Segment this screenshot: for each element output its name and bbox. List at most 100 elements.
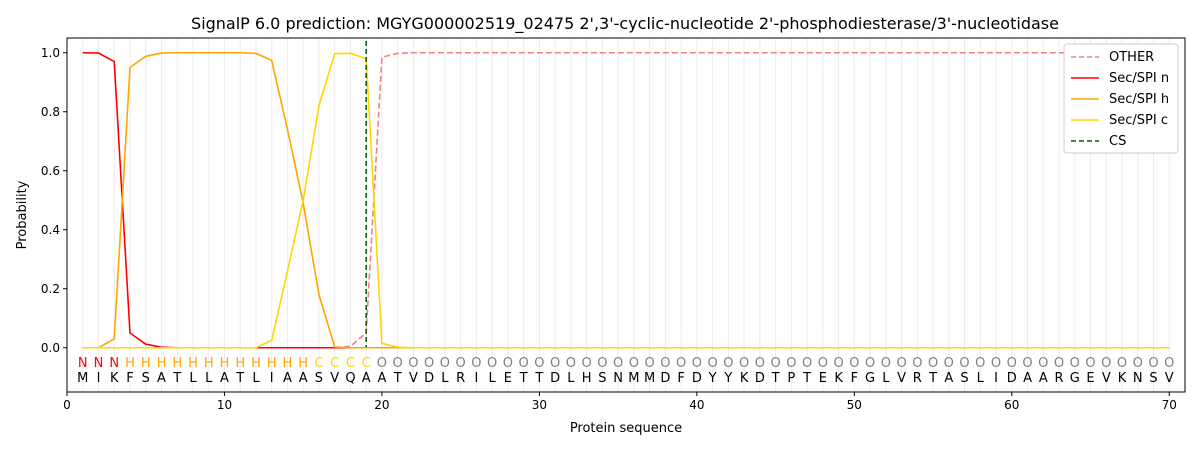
region-label: O [959,356,969,371]
x-tick-label: 70 [1162,398,1177,412]
region-label: H [251,356,261,371]
x-tick-label: 20 [374,398,389,412]
x-axis-label: Protein sequence [570,421,682,436]
x-tick-label: 0 [63,398,71,412]
region-label: O [440,356,450,371]
region-label: O [629,356,639,371]
region-label: O [1117,356,1127,371]
region-label: O [1101,356,1111,371]
y-tick-label: 0.0 [41,341,60,355]
series-line-sec-spi-h [82,51,1170,349]
region-label: H [188,356,198,371]
region-label: O [755,356,765,371]
region-label: O [818,356,828,371]
region-label: H [283,356,293,371]
region-label: H [220,356,230,371]
region-label: O [519,356,529,371]
region-label: O [534,356,544,371]
region-label: O [377,356,387,371]
region-label: O [676,356,686,371]
y-tick-label: 0.4 [41,223,60,237]
protein-sequence: MIKFSATLLATLIAASVQAATVDLRILETTDLHSNMMDFD… [77,371,1174,386]
region-label: C [362,356,371,371]
region-label: C [330,356,339,371]
legend-entry: Sec/SPI n [1109,71,1169,86]
region-label: O [1133,356,1143,371]
region-label: O [1070,356,1080,371]
y-tick-label: 0.6 [41,164,60,178]
region-label: O [471,356,481,371]
region-label: H [267,356,277,371]
region-label: O [1007,356,1017,371]
region-label: O [1164,356,1174,371]
region-label: H [235,356,245,371]
region-label: O [408,356,418,371]
region-label: O [739,356,749,371]
legend-entry: Sec/SPI h [1109,92,1169,107]
y-tick-label: 0.8 [41,105,60,119]
region-label: H [141,356,151,371]
region-label: O [613,356,623,371]
region-label: C [314,356,323,371]
region-label: N [109,356,119,371]
region-label: H [204,356,214,371]
region-label: O [881,356,891,371]
region-label: O [786,356,796,371]
region-label: N [78,356,88,371]
region-label: O [503,356,513,371]
region-label: O [487,356,497,371]
region-label: O [393,356,403,371]
region-label: O [975,356,985,371]
y-tick-label: 0.2 [41,282,60,296]
legend-entry: CS [1109,134,1126,149]
region-label: O [456,356,466,371]
y-tick-label: 1.0 [41,46,60,60]
y-axis-label: Probability [15,180,30,249]
plot-frame [66,37,1186,393]
region-label: O [1085,356,1095,371]
region-label: O [833,356,843,371]
region-label: O [896,356,906,371]
region-label: O [849,356,859,371]
chart-title: SignalP 6.0 prediction: MGYG000002519_02… [191,14,1059,34]
region-label: O [550,356,560,371]
region-label: O [1148,356,1158,371]
series-line-sec-spi-n [82,51,1170,349]
region-label: O [660,356,670,371]
series-line-sec-spi-c [82,52,1170,349]
x-tick-label: 40 [689,398,704,412]
region-label: O [424,356,434,371]
region-label: H [125,356,135,371]
region-label: C [346,356,355,371]
region-label: O [1038,356,1048,371]
region-label: H [298,356,308,371]
x-tick-label: 30 [532,398,547,412]
region-label: O [707,356,717,371]
legend-box [1063,43,1179,154]
region-label: O [645,356,655,371]
region-label: O [802,356,812,371]
region-label: O [597,356,607,371]
region-label: O [1054,356,1064,371]
region-label: O [991,356,1001,371]
region-label: O [692,356,702,371]
series-line-other [82,51,1170,349]
region-label: N [94,356,104,371]
region-label: O [582,356,592,371]
legend-entry: Sec/SPI c [1109,113,1168,128]
region-label: O [1022,356,1032,371]
region-label: H [157,356,167,371]
legend-entry: OTHER [1109,50,1154,65]
x-tick-label: 60 [1004,398,1019,412]
x-tick-label: 10 [217,398,232,412]
region-label: O [566,356,576,371]
region-label: O [912,356,922,371]
region-label: O [944,356,954,371]
region-label: O [865,356,875,371]
region-label: O [928,356,938,371]
x-tick-label: 50 [847,398,862,412]
legend: OTHER Sec/SPI n Sec/SPI h Sec/SPI c CS [1063,43,1179,154]
region-label: O [770,356,780,371]
region-label: H [172,356,182,371]
